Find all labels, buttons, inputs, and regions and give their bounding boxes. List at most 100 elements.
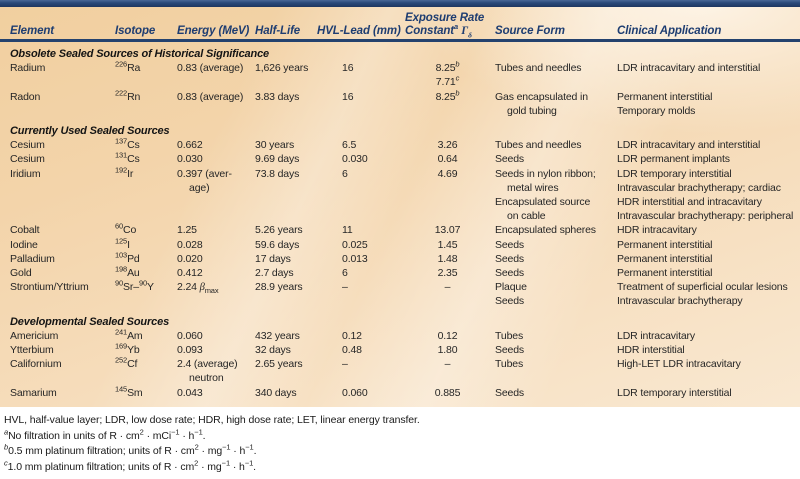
column-header-clinical: Clinical Application <box>617 24 722 37</box>
text-segment: 0.5 mm platinum filtration; units of R ·… <box>8 445 195 457</box>
table-row: Samarium 145Sm 0.043 340 days 0.060 0.885 Seed… <box>10 384 800 400</box>
table-row: Radon 222Rn 0.83 (average) 3.83 days 16 8.25b… <box>10 89 800 118</box>
cell-isotope: 169Yb <box>110 341 172 357</box>
cell-line: Permanent interstitial <box>617 90 713 103</box>
text-segment: Ra <box>127 62 141 75</box>
cell-energy: 0.043 <box>177 386 203 399</box>
superscript-text: 137 <box>115 136 128 146</box>
cell-line: Permanent interstitial <box>617 252 713 265</box>
cell-element: Iodine <box>10 238 38 251</box>
cell-clinical: Treatment of superficial ocular lesions I… <box>612 280 792 308</box>
text-segment: · h <box>230 460 245 473</box>
cell-source_form: Gas encapsulated in gold tubing <box>490 90 612 118</box>
cell-energy: 0.060 <box>177 329 203 342</box>
cell-hvl: 0.025 <box>342 238 368 251</box>
cell-line: Intravascular brachytherapy: peripheral <box>617 210 794 223</box>
subscript-text: δ <box>468 29 472 39</box>
table-row: Californium 252Cf 2.4 (average) neutron 2.65… <box>10 357 800 385</box>
superscript-text: 252 <box>115 355 128 365</box>
text-segment: Co <box>123 224 137 237</box>
cell-element: Palladium <box>10 252 55 265</box>
cell-line: HDR interstitial and intracavitary <box>617 196 762 209</box>
cell-element: Americium <box>10 329 59 342</box>
cell-exposure: – <box>444 358 451 371</box>
column-header-isotope: Isotope <box>115 24 156 37</box>
cell-line: Gas encapsulated in <box>495 90 588 103</box>
cell-exposure: 3.26 <box>437 139 458 152</box>
cell-exposure: 4.69 <box>437 167 458 180</box>
cell-source_form: Seeds <box>490 386 612 400</box>
superscript-text: b <box>4 442 9 452</box>
header-divider <box>0 39 800 42</box>
cell-element: Cesium <box>10 139 45 152</box>
cell-line: LDR temporary interstitial <box>617 167 732 180</box>
superscript-text: 192 <box>115 165 128 175</box>
text-segment: · mg <box>198 445 223 457</box>
cell-half_life: 17 days <box>255 252 291 265</box>
cell-isotope: 60Co <box>110 223 172 237</box>
cell-line: HDR intracavitary <box>617 224 697 237</box>
column-header-exposure: Exposure Rate Constanta Γδ <box>405 12 490 39</box>
column-header-element: Element <box>10 24 55 37</box>
cell-half_life: 28.9 years <box>255 281 303 294</box>
cell-line: 2.4 (average) <box>177 358 238 371</box>
cell-energy: 2.4 (average) neutron <box>172 357 250 385</box>
cell-line: Seeds <box>495 267 525 280</box>
cell-element: Iridium <box>10 167 41 180</box>
text-segment: 2.24 <box>177 281 200 294</box>
cell-line: LDR temporary interstitial <box>617 386 732 399</box>
text-segment: Rn <box>127 90 141 103</box>
cell-isotope: 198Au <box>110 265 172 280</box>
cell-exposure: 1.45 <box>437 238 458 251</box>
footnote: aNo filtration in units of R · cm2 · mCi… <box>4 427 800 445</box>
cell-isotope: 103Pd <box>110 250 172 266</box>
cell-clinical: LDR temporary interstitial <box>612 386 792 400</box>
text-segment: . <box>253 460 256 473</box>
superscript-text: 103 <box>115 250 128 260</box>
cell-energy: 1.25 <box>177 224 197 237</box>
text-segment: Constant <box>405 24 455 37</box>
cell-isotope: 252Cf <box>110 357 172 385</box>
superscript-text: 2 <box>194 442 199 452</box>
cell-line: Tubes <box>495 358 524 371</box>
cell-element: Ytterbium <box>10 344 54 357</box>
table-row: Cesium 137Cs 0.662 30 years 6.5 3.26 Tubes and… <box>10 136 800 152</box>
cell-source_form: Tubes and needles <box>490 138 612 152</box>
cell-half_life: 2.7 days <box>255 267 294 280</box>
cell-source_form: Seeds in nylon ribbon; metal wires Encapsu… <box>490 167 612 224</box>
text-segment: 8.25 <box>435 90 456 103</box>
cell-hvl: 0.013 <box>342 252 368 265</box>
cell-clinical: LDR intracavitary <box>612 329 792 343</box>
cell-exposure: 0.64 <box>437 153 458 166</box>
cell-half_life: 32 days <box>255 344 291 357</box>
table-row: Cobalt 60Co 1.25 5.26 years 11 13.07 Encapsula… <box>10 223 800 237</box>
superscript-text: 145 <box>115 384 128 394</box>
cell-exposure: 8.25b <box>405 89 490 118</box>
cell-energy: 0.83 (average) <box>177 62 244 75</box>
cell-line: Seeds <box>495 252 525 265</box>
cell-clinical: LDR intracavitary and interstitial <box>612 138 792 152</box>
cell-energy: 0.093 <box>177 344 203 357</box>
cell-isotope: 222Rn <box>110 89 172 118</box>
cell-exposure: 13.07 <box>434 224 461 237</box>
superscript-text: 241 <box>115 327 128 337</box>
cell-hvl: 0.12 <box>342 329 362 342</box>
text-segment: 8.25 <box>435 62 456 75</box>
text-segment: No filtration in units of R · cm <box>8 429 140 442</box>
text-segment: 1.0 mm platinum filtration; units of R ·… <box>7 460 195 473</box>
cell-source_form: Tubes <box>490 357 612 385</box>
superscript-text: 90 <box>138 278 147 288</box>
table-area: Element Isotope Energy (MeV) Half-Life HVL-L… <box>0 0 800 407</box>
superscript-text: −1 <box>171 427 180 436</box>
text-segment: Yb <box>127 344 140 357</box>
superscript-text: 169 <box>115 341 128 351</box>
cell-line: LDR intracavitary and interstitial <box>617 62 761 75</box>
cell-element: Samarium <box>10 386 57 399</box>
cell-isotope: 241Am <box>110 327 172 343</box>
superscript-text: a <box>454 21 459 31</box>
superscript-text: 2 <box>139 427 144 436</box>
cell-half_life: 3.83 days <box>255 90 300 103</box>
cell-exposure: 2.35 <box>437 267 458 280</box>
cell-line: Exposure Rate <box>405 12 485 24</box>
text-segment: Cs <box>127 153 140 166</box>
